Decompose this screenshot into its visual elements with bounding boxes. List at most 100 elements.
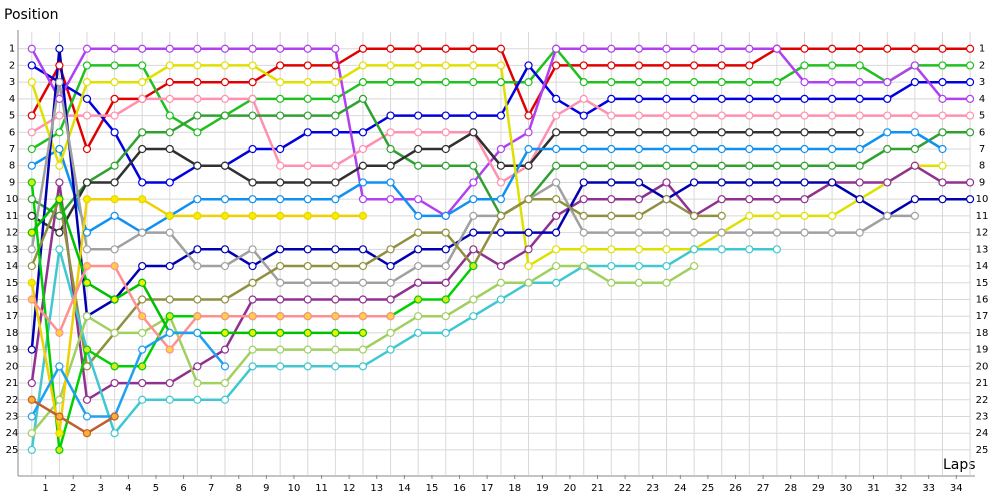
- lap-marker: [55, 228, 64, 237]
- lap-marker: [331, 328, 340, 338]
- lap-marker: [938, 94, 947, 103]
- lap-marker: [386, 295, 395, 304]
- y-tick-label-right: 21: [976, 378, 989, 389]
- lap-marker: [662, 144, 671, 154]
- lap-marker: [220, 111, 230, 120]
- lap-marker: [441, 228, 450, 237]
- lap-marker: [331, 345, 340, 354]
- lap-marker: [690, 228, 699, 237]
- lap-marker: [358, 144, 368, 154]
- lap-marker: [607, 94, 616, 103]
- lap-marker: [55, 245, 64, 254]
- lap-marker: [303, 295, 312, 304]
- lap-marker: [441, 144, 450, 154]
- lap-marker: [552, 94, 561, 103]
- lap-marker: [469, 245, 478, 254]
- lap-marker: [634, 94, 644, 103]
- lap-marker: [331, 245, 340, 254]
- lap-marker: [662, 261, 671, 271]
- lap-marker: [883, 178, 892, 187]
- lap-marker: [414, 295, 423, 304]
- lap-marker: [634, 245, 644, 254]
- lap-marker: [717, 144, 726, 154]
- x-tick-label: 30: [840, 483, 853, 494]
- y-tick-label-right: 8: [979, 161, 985, 172]
- lap-marker: [441, 161, 450, 170]
- lap-marker: [331, 78, 340, 87]
- lap-marker: [82, 111, 92, 120]
- lap-marker: [965, 44, 975, 53]
- lap-marker: [717, 211, 726, 220]
- lap-marker: [745, 44, 754, 53]
- lap-marker: [800, 94, 809, 103]
- lap-marker: [386, 111, 395, 120]
- lap-marker: [138, 295, 147, 304]
- x-tick-label: 33: [922, 483, 935, 494]
- lap-marker: [552, 278, 561, 287]
- lap-marker: [745, 245, 754, 254]
- lap-marker: [110, 211, 119, 220]
- x-tick-label: 3: [98, 483, 104, 494]
- lap-marker: [138, 195, 147, 204]
- lap-marker: [82, 195, 92, 204]
- lap-marker: [110, 362, 119, 371]
- lap-marker: [55, 128, 64, 137]
- lap-marker: [138, 362, 147, 371]
- lap-marker: [220, 61, 230, 70]
- lap-marker: [690, 161, 699, 170]
- x-tick-label: 20: [564, 483, 577, 494]
- lap-marker: [662, 61, 671, 70]
- lap-marker: [248, 312, 257, 321]
- series-line: [30, 194, 722, 370]
- lap-marker: [193, 295, 202, 304]
- lap-marker: [193, 111, 202, 120]
- lap-marker: [745, 178, 754, 187]
- lap-marker: [193, 245, 202, 254]
- lap-marker: [441, 278, 450, 287]
- lap-marker: [27, 378, 36, 388]
- lap-marker: [827, 228, 837, 237]
- lap-marker: [579, 245, 588, 254]
- x-tick-label: 17: [481, 483, 494, 494]
- lap-marker: [717, 94, 726, 103]
- series-line: [30, 331, 226, 418]
- lap-marker: [358, 211, 368, 220]
- lap-marker: [82, 362, 92, 371]
- lap-marker: [165, 295, 174, 304]
- lap-marker: [607, 78, 616, 87]
- lap-marker: [855, 161, 864, 170]
- lap-marker: [276, 261, 285, 271]
- y-tick-label-left: 6: [9, 127, 15, 138]
- lap-marker: [358, 362, 368, 371]
- lap-marker: [110, 328, 119, 338]
- y-tick-label-left: 22: [6, 395, 19, 406]
- y-tick-label-right: 11: [976, 211, 989, 222]
- lap-marker: [524, 78, 533, 87]
- lap-marker: [220, 261, 230, 271]
- lap-marker: [303, 94, 312, 103]
- y-tick-label-left: 16: [6, 294, 19, 305]
- y-tick-label-right: 18: [976, 328, 989, 339]
- lap-marker: [386, 328, 395, 338]
- lap-marker: [55, 44, 64, 53]
- lap-marker: [524, 111, 533, 120]
- lap-marker: [276, 345, 285, 354]
- lap-marker: [27, 161, 36, 170]
- lap-marker: [414, 312, 423, 321]
- lap-marker: [27, 44, 36, 53]
- lap-marker: [910, 195, 919, 204]
- y-tick-label-right: 13: [976, 244, 989, 255]
- lap-marker: [965, 111, 975, 120]
- lap-marker: [165, 312, 174, 321]
- lap-marker: [745, 94, 754, 103]
- lap-marker: [386, 312, 395, 321]
- lap-marker: [248, 211, 257, 220]
- lap-marker: [965, 128, 975, 137]
- lap-marker: [634, 111, 644, 120]
- y-tick-label-right: 4: [979, 94, 985, 105]
- lap-marker: [524, 128, 533, 137]
- lap-marker: [386, 345, 395, 354]
- lap-marker: [138, 128, 147, 137]
- lap-marker: [303, 245, 312, 254]
